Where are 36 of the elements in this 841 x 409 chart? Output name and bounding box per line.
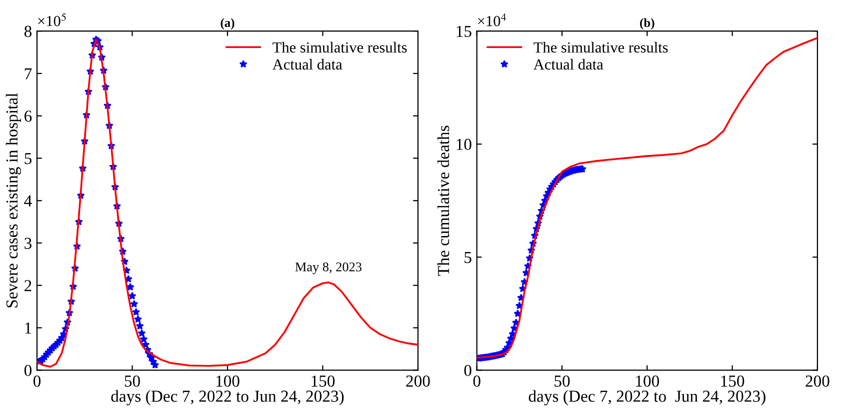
text: ×10$^{5}$ xyxy=(38,13,66,26)
legend-label: The simulative results xyxy=(534,42,668,53)
y-tick-label: 5 xyxy=(24,153,32,164)
x-tick-label: 50 xyxy=(124,375,140,387)
x-tick-label: 200 xyxy=(806,375,830,387)
y-tick-label: 8 xyxy=(24,26,32,38)
y-tick-label: 15 xyxy=(456,26,472,38)
text: ×10$^{4}$ xyxy=(478,13,506,26)
y-tick-label: 10 xyxy=(456,138,472,150)
legend-label: Actual data xyxy=(272,58,342,70)
x-tick-label: 0 xyxy=(33,375,41,387)
x-axis-title: days (Dec 7, 2022 to Jun 24, 2023) xyxy=(528,390,766,406)
x-tick-label: 200 xyxy=(406,375,430,387)
x-axis-title: days (Dec 7, 2022 to Jun 24, 2023) xyxy=(111,390,344,406)
y-tick-label: 0 xyxy=(24,364,32,376)
y-tick-label: 3 xyxy=(24,238,32,249)
x-tick-label: 50 xyxy=(554,375,570,387)
y-axis-title: The cumulative deaths xyxy=(437,126,450,276)
annotation: May 8, 2023 xyxy=(295,262,362,274)
y-tick-label: 4 xyxy=(24,195,32,206)
chart-title: (b) xyxy=(640,18,654,30)
x-tick-label: 100 xyxy=(636,375,660,387)
legend-label: The simulative results xyxy=(272,42,407,53)
x-tick-label: 100 xyxy=(216,375,240,387)
x-tick-label: 150 xyxy=(721,375,744,387)
y-axis-title: Severe cases existing in hospital xyxy=(6,93,22,308)
chart-title: (a) xyxy=(220,18,234,30)
y-tick-label: 7 xyxy=(24,68,32,80)
y-tick-label: 5 xyxy=(464,252,472,264)
y-tick-label: 6 xyxy=(24,110,32,122)
legend-label: Actual data xyxy=(534,58,604,70)
x-tick-label: 150 xyxy=(312,375,335,387)
x-tick-label: 0 xyxy=(473,375,480,387)
y-tick-label: 0 xyxy=(464,364,472,376)
y-tick-label: 1 xyxy=(25,322,32,334)
y-tick-label: 2 xyxy=(24,280,32,292)
